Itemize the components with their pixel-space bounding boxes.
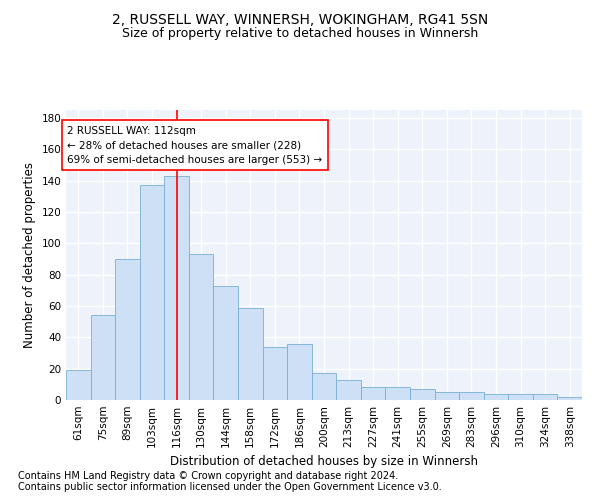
Bar	[238, 308, 263, 400]
Bar	[115, 259, 140, 400]
Bar	[459, 392, 484, 400]
Text: Contains HM Land Registry data © Crown copyright and database right 2024.: Contains HM Land Registry data © Crown c…	[18, 471, 398, 481]
Bar	[508, 394, 533, 400]
Y-axis label: Number of detached properties: Number of detached properties	[23, 162, 36, 348]
Text: Size of property relative to detached houses in Winnersh: Size of property relative to detached ho…	[122, 28, 478, 40]
Bar	[434, 392, 459, 400]
Bar	[385, 388, 410, 400]
Bar	[361, 388, 385, 400]
Bar	[410, 389, 434, 400]
X-axis label: Distribution of detached houses by size in Winnersh: Distribution of detached houses by size …	[170, 456, 478, 468]
Text: 2, RUSSELL WAY, WINNERSH, WOKINGHAM, RG41 5SN: 2, RUSSELL WAY, WINNERSH, WOKINGHAM, RG4…	[112, 12, 488, 26]
Text: 2 RUSSELL WAY: 112sqm
← 28% of detached houses are smaller (228)
69% of semi-det: 2 RUSSELL WAY: 112sqm ← 28% of detached …	[67, 126, 322, 166]
Text: Contains public sector information licensed under the Open Government Licence v3: Contains public sector information licen…	[18, 482, 442, 492]
Bar	[484, 394, 508, 400]
Bar	[336, 380, 361, 400]
Bar	[140, 185, 164, 400]
Bar	[189, 254, 214, 400]
Bar	[214, 286, 238, 400]
Bar	[263, 346, 287, 400]
Bar	[557, 397, 582, 400]
Bar	[287, 344, 312, 400]
Bar	[312, 374, 336, 400]
Bar	[66, 370, 91, 400]
Bar	[91, 316, 115, 400]
Bar	[533, 394, 557, 400]
Bar	[164, 176, 189, 400]
